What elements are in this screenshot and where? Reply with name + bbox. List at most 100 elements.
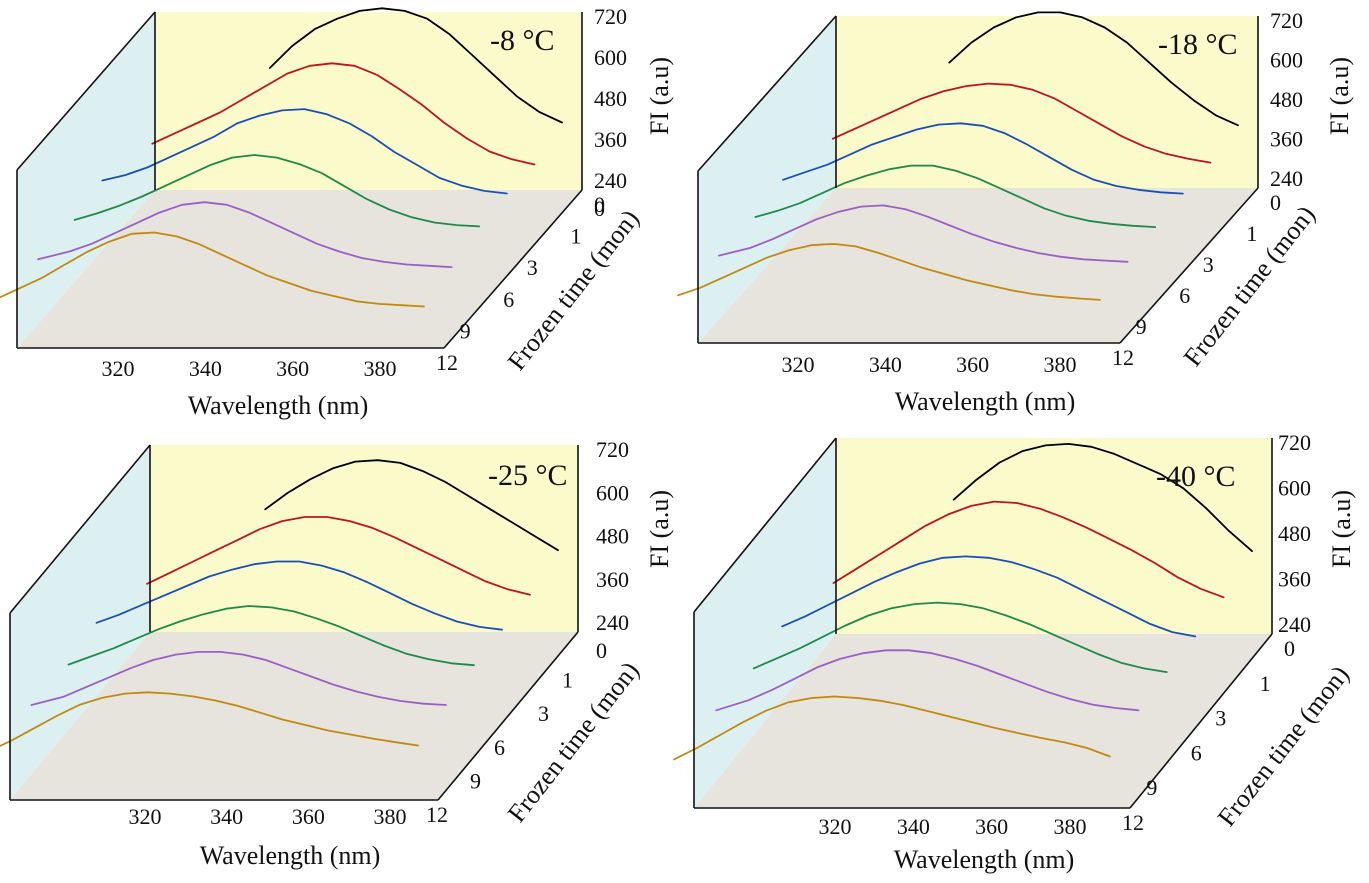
y-tick-labels: 0 240 360 480 600 720	[596, 437, 629, 663]
z-tick-label: 9	[470, 768, 481, 793]
z-tick-label: 1	[570, 224, 581, 249]
x-tick-label: 360	[276, 356, 309, 381]
z-tick-label: 1	[1246, 221, 1257, 246]
x-axis-label: Wavelength (nm)	[894, 845, 1075, 874]
y-tick-label: 600	[594, 45, 627, 70]
panel-axes	[697, 15, 1259, 344]
panel-axes	[16, 11, 583, 349]
z-tick-label: 9	[1146, 775, 1157, 800]
panel-walls	[10, 445, 578, 800]
side-wall	[17, 12, 155, 348]
x-tick-label: 340	[869, 352, 902, 377]
x-tick-label: 360	[292, 804, 325, 829]
x-tick-label: 320	[129, 804, 162, 829]
top-depth-edge	[16, 11, 156, 171]
panel-walls	[698, 16, 1258, 343]
series-line-1-mon	[146, 516, 531, 596]
z-tick-label: 12	[436, 350, 458, 375]
series-line-3-mon	[101, 108, 508, 195]
top-depth-edge	[693, 437, 837, 613]
panel-series	[0, 7, 563, 308]
temperature-label: -8 °C	[490, 24, 555, 57]
y-tick-label: 480	[1278, 521, 1311, 546]
z-tick-labels: 13 69 12	[426, 668, 573, 827]
y-tick-label: 360	[1278, 567, 1311, 592]
y-tick-label: 0	[596, 638, 607, 663]
y-tick-label: 720	[596, 437, 629, 462]
y-tick-label: 600	[1278, 476, 1311, 501]
series-line-3-mon	[781, 555, 1197, 638]
series-line-0-mon	[952, 442, 1253, 552]
y-tick-label: 600	[1270, 48, 1303, 73]
side-wall	[694, 438, 836, 808]
z-axis-label: Frozen time (mon)	[1212, 660, 1355, 831]
y-tick-labels: 240 360 480 600 720	[1278, 430, 1311, 637]
y-tick-label: 480	[596, 524, 629, 549]
series-line-9-mon	[718, 204, 1129, 263]
z-tick-label: 1	[562, 668, 573, 693]
series-line-1-mon	[831, 82, 1212, 164]
z-axis-line	[1119, 187, 1259, 344]
panel-walls	[694, 438, 1272, 808]
series-line-0-mon	[948, 11, 1239, 127]
z-tick-label: 3	[538, 701, 549, 726]
side-wall	[698, 16, 836, 343]
series-line-1-mon	[151, 62, 536, 166]
series-line-12-mon	[0, 691, 419, 748]
series-line-12-mon	[673, 695, 1111, 761]
y-tick-label: 480	[594, 86, 627, 111]
series-line-9-mon	[715, 649, 1140, 712]
floor	[10, 632, 578, 800]
z-tick-label: 12	[1122, 810, 1144, 835]
x-tick-label: 320	[102, 356, 135, 381]
y-tick-label: 240	[1278, 612, 1311, 637]
top-depth-edge	[9, 444, 151, 614]
panel-axes	[9, 444, 579, 801]
z-tick-label: 0	[594, 192, 605, 217]
y-tick-label: 720	[594, 4, 627, 29]
temperature-label: -18 °C	[1158, 28, 1238, 61]
x-tick-labels: 320 340 360 380	[782, 352, 1077, 377]
panel-series	[0, 459, 559, 748]
y-tick-label: 240	[596, 610, 629, 635]
z-tick-label: 6	[1179, 283, 1190, 308]
panel-series	[673, 442, 1253, 761]
side-wall	[10, 445, 150, 800]
x-tick-label: 340	[189, 356, 222, 381]
y-tick-label: 240	[594, 168, 627, 193]
z-tick-labels: 01 36 912	[1122, 636, 1295, 835]
x-tick-label: 340	[210, 804, 243, 829]
series-line-3-mon	[95, 560, 503, 631]
x-axis-label: Wavelength (nm)	[200, 841, 381, 870]
series-line-6-mon	[73, 154, 481, 228]
z-axis-line	[1129, 633, 1273, 809]
y-axis-label: FI (a.u)	[645, 490, 674, 568]
y-tick-label: 360	[1270, 127, 1303, 152]
x-tick-label: 360	[975, 814, 1008, 839]
z-tick-label: 12	[1112, 345, 1134, 370]
y-tick-label: 0	[594, 196, 605, 221]
y-tick-label: 480	[1270, 87, 1303, 112]
floor	[17, 190, 582, 348]
series-line-0-mon	[264, 459, 559, 552]
x-tick-label: 360	[956, 352, 989, 377]
z-tick-label: 9	[460, 318, 471, 343]
x-tick-labels: 320 340 360 380	[102, 356, 397, 381]
top-depth-edge	[697, 15, 837, 172]
series-line-9-mon	[30, 651, 447, 706]
panel-minus-40c: -40 °C FI (a.u) Wavelength (nm) Frozen t…	[673, 430, 1356, 874]
x-axis-label: Wavelength (nm)	[188, 391, 369, 420]
z-axis-line	[443, 189, 583, 349]
x-tick-label: 320	[819, 814, 852, 839]
panel-minus-18c: -18 °C FI (a.u) Wavelength (nm) Frozen t…	[677, 8, 1354, 416]
y-tick-label: 720	[1278, 430, 1311, 455]
z-tick-label: 6	[1191, 740, 1202, 765]
y-tick-label: 600	[596, 480, 629, 505]
z-tick-labels: 01 36 912	[1112, 190, 1281, 370]
floor	[694, 634, 1272, 808]
z-tick-label: 6	[503, 287, 514, 312]
x-axis-label: Wavelength (nm)	[895, 387, 1076, 416]
temperature-label: -25 °C	[488, 459, 568, 492]
x-tick-label: 380	[1054, 814, 1087, 839]
